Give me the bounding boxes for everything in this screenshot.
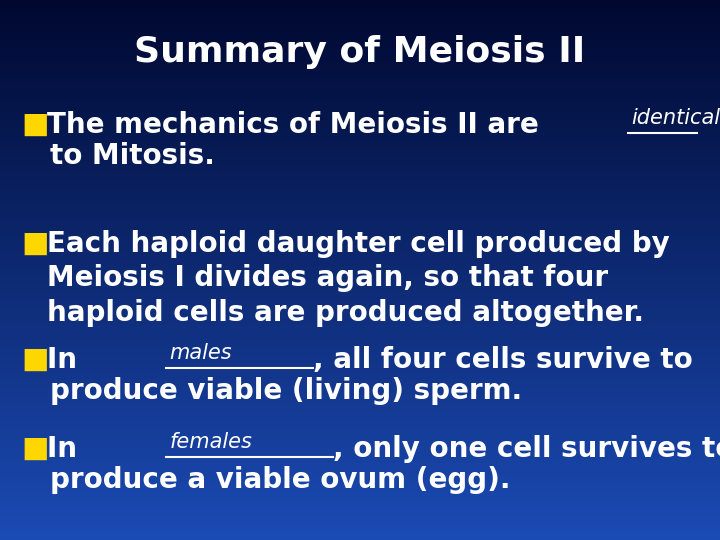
Text: produce viable (living) sperm.: produce viable (living) sperm. bbox=[50, 376, 523, 404]
Text: , all four cells survive to: , all four cells survive to bbox=[312, 346, 693, 374]
Text: to Mitosis.: to Mitosis. bbox=[50, 141, 215, 170]
Text: males: males bbox=[169, 343, 232, 363]
Text: Each haploid daughter cell produced by
Meiosis I divides again, so that four
hap: Each haploid daughter cell produced by M… bbox=[47, 230, 670, 327]
Text: ■: ■ bbox=[22, 435, 49, 463]
Text: identical: identical bbox=[631, 108, 720, 128]
Text: In: In bbox=[47, 435, 86, 463]
Text: Summary of Meiosis II: Summary of Meiosis II bbox=[135, 35, 585, 69]
Text: produce a viable ovum (egg).: produce a viable ovum (egg). bbox=[50, 465, 511, 494]
Text: ■: ■ bbox=[22, 346, 49, 374]
Text: ■: ■ bbox=[22, 230, 49, 258]
Text: , only one cell survives to: , only one cell survives to bbox=[333, 435, 720, 463]
Text: ■: ■ bbox=[22, 111, 49, 139]
Text: females: females bbox=[169, 432, 253, 452]
Text: The mechanics of Meiosis II are: The mechanics of Meiosis II are bbox=[47, 111, 548, 139]
Text: In: In bbox=[47, 346, 86, 374]
